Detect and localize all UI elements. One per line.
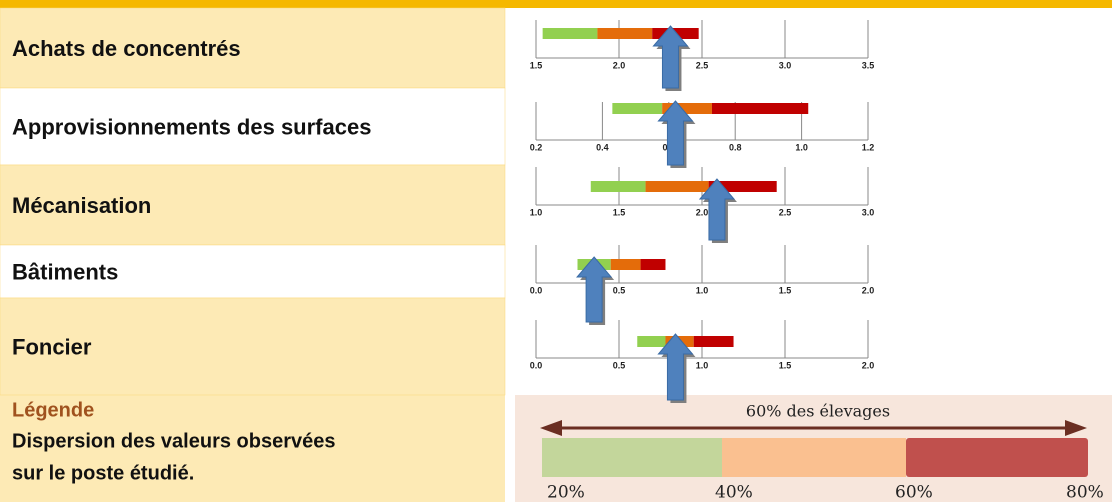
- tick-label: 1.0: [530, 207, 543, 217]
- percentile-label: 80%: [1066, 483, 1104, 502]
- tick-label: 2.0: [862, 285, 875, 295]
- tick-label: 0.0: [530, 285, 543, 295]
- row-label-bg: [0, 87, 506, 166]
- row-label-bg: [0, 244, 506, 299]
- tick-label: 0.0: [530, 360, 543, 370]
- legend-green: [542, 438, 722, 477]
- tick-label: 1.0: [795, 142, 808, 152]
- range-segment: [612, 103, 663, 114]
- range-segment: [640, 259, 666, 270]
- row-label: Mécanisation: [12, 193, 151, 218]
- percentile-label: 60%: [895, 483, 933, 502]
- range-segment: [662, 103, 712, 114]
- row-label: Bâtiments: [12, 259, 118, 284]
- tick-label: 1.0: [696, 360, 709, 370]
- tick-label: 1.5: [530, 60, 543, 70]
- tick-label: 0.5: [613, 360, 626, 370]
- tick-label: 1.5: [613, 207, 626, 217]
- value-arrow: [657, 100, 694, 166]
- tick-label: 2.5: [696, 60, 709, 70]
- row-label: Approvisionnements des surfaces: [12, 114, 371, 139]
- row-label-bg: [0, 297, 506, 396]
- legend-red: [906, 438, 1088, 477]
- legend-orange: [722, 438, 906, 477]
- range-segment: [711, 103, 809, 114]
- value-arrow: [576, 256, 613, 323]
- range-segment: [693, 336, 734, 347]
- range-segment: [637, 336, 666, 347]
- range-segment: [590, 181, 646, 192]
- legend-panel: [0, 395, 505, 502]
- span-label: 60% des élevages: [746, 402, 890, 421]
- tick-label: 2.5: [779, 207, 792, 217]
- range-segment: [610, 259, 641, 270]
- legend-text: sur le poste étudié.: [12, 462, 194, 484]
- tick-label: 0.8: [729, 142, 742, 152]
- legend-title: Légende: [12, 399, 94, 421]
- tick-label: 3.0: [862, 207, 875, 217]
- range-segment: [708, 181, 777, 192]
- range-segment: [542, 28, 598, 39]
- row-label-bg: [0, 7, 506, 89]
- tick-label: 1.5: [779, 360, 792, 370]
- range-segment: [645, 181, 709, 192]
- top-strip: [0, 0, 1112, 8]
- percentile-label: 40%: [715, 483, 753, 502]
- tick-label: 2.0: [613, 60, 626, 70]
- tick-label: 3.5: [862, 60, 875, 70]
- row-label: Achats de concentrés: [12, 36, 241, 61]
- legend-text: Dispersion des valeurs observées: [12, 430, 336, 452]
- tick-label: 1.0: [696, 285, 709, 295]
- row-label: Foncier: [12, 334, 92, 359]
- tick-label: 0.4: [596, 142, 609, 152]
- tick-label: 1.2: [862, 142, 875, 152]
- tick-label: 1.5: [779, 285, 792, 295]
- tick-label: 0.2: [530, 142, 543, 152]
- percentile-label: 20%: [547, 483, 585, 502]
- tick-label: 0.5: [613, 285, 626, 295]
- value-arrow: [652, 25, 689, 89]
- value-arrow: [698, 178, 736, 241]
- tick-label: 2.0: [696, 207, 709, 217]
- value-arrow: [657, 333, 694, 401]
- tick-label: 2.0: [862, 360, 875, 370]
- row-label-bg: [0, 164, 506, 246]
- range-segment: [597, 28, 653, 39]
- tick-label: 3.0: [779, 60, 792, 70]
